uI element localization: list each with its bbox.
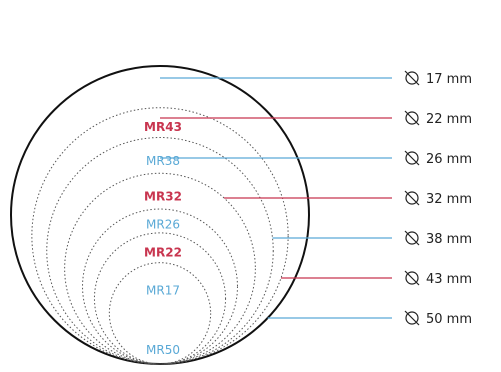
model-label-mr43: MR43	[144, 120, 182, 134]
size-label-50mm: 50 mm	[426, 312, 472, 327]
diameter-symbol-icon	[404, 230, 420, 246]
diameter-symbol-icon	[404, 310, 420, 326]
size-label-26mm: 26 mm	[426, 152, 472, 167]
model-label-mr26: MR26	[146, 218, 180, 232]
model-label-mr17: MR17	[146, 284, 180, 298]
model-label-mr22: MR22	[144, 245, 182, 259]
circle-mr22	[93, 232, 227, 365]
model-label-mr32: MR32	[144, 190, 182, 204]
size-label-17mm: 17 mm	[426, 72, 472, 87]
diameter-symbol-icon	[404, 110, 420, 126]
diameter-symbol-icon	[404, 190, 420, 206]
model-label-mr38: MR38	[146, 154, 180, 168]
size-label-22mm: 22 mm	[426, 112, 472, 127]
diameter-symbol-icon	[404, 150, 420, 166]
model-labels-group: MR17 MR22 MR26 MR32 MR38 MR43 MR50	[144, 120, 182, 357]
leader-lines-group	[160, 77, 392, 319]
diameter-symbol-icon	[404, 270, 420, 286]
model-label-mr50: MR50	[146, 343, 180, 357]
circle-mr50	[10, 65, 310, 365]
size-legend-group: 17 mm 22 mm 26 mm 32 mm 38 mm 43 mm 50 mm	[404, 70, 472, 327]
circle-mr17	[108, 262, 212, 365]
size-label-43mm: 43 mm	[426, 272, 472, 287]
circle-mr32	[64, 172, 256, 365]
circle-mr26	[82, 208, 238, 365]
diameter-symbol-icon	[404, 70, 420, 86]
size-label-38mm: 38 mm	[426, 232, 472, 247]
size-label-32mm: 32 mm	[426, 192, 472, 207]
circle-mr43	[31, 107, 289, 365]
size-circles-group	[10, 65, 310, 365]
circle-mr38	[46, 137, 274, 365]
